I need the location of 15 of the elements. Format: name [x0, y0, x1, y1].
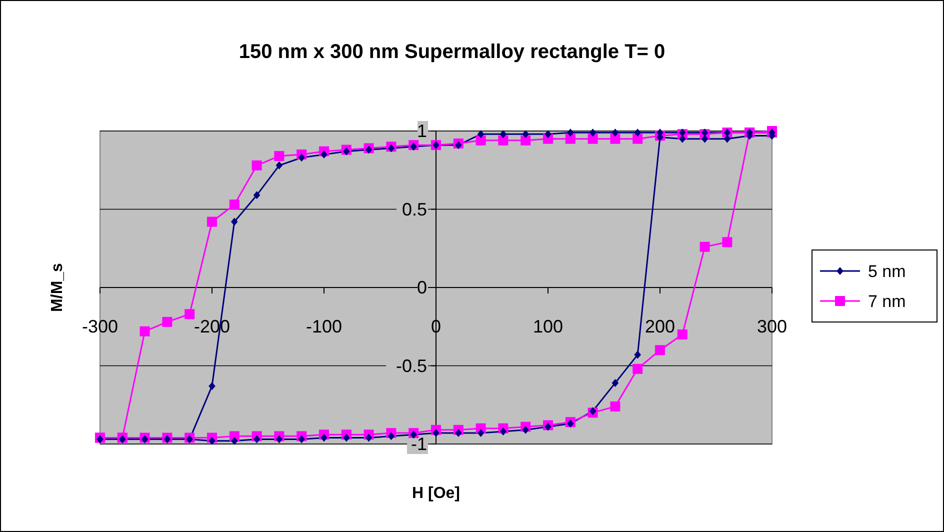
x-axis-title: H [Oe] — [412, 485, 460, 502]
y-axis-title: M/M_s — [49, 262, 66, 312]
x-tick-label: -100 — [306, 316, 342, 336]
y-tick-label: -0.5 — [396, 356, 427, 376]
legend-label: 5 nm — [868, 262, 906, 281]
y-tick-label: 0 — [416, 278, 427, 298]
legend-label: 7 nm — [868, 292, 906, 311]
y-tick-label: -1 — [410, 434, 427, 454]
x-tick-label: 300 — [756, 316, 788, 336]
x-tick-label: -300 — [82, 316, 118, 336]
y-tick-label: 1 — [416, 121, 427, 141]
x-tick-label: 200 — [644, 316, 676, 336]
x-tick-label: 100 — [532, 316, 564, 336]
chart-title: 150 nm x 300 nm Supermalloy rectangle T= 0 — [238, 41, 666, 63]
y-tick-label: 0.5 — [402, 199, 427, 220]
